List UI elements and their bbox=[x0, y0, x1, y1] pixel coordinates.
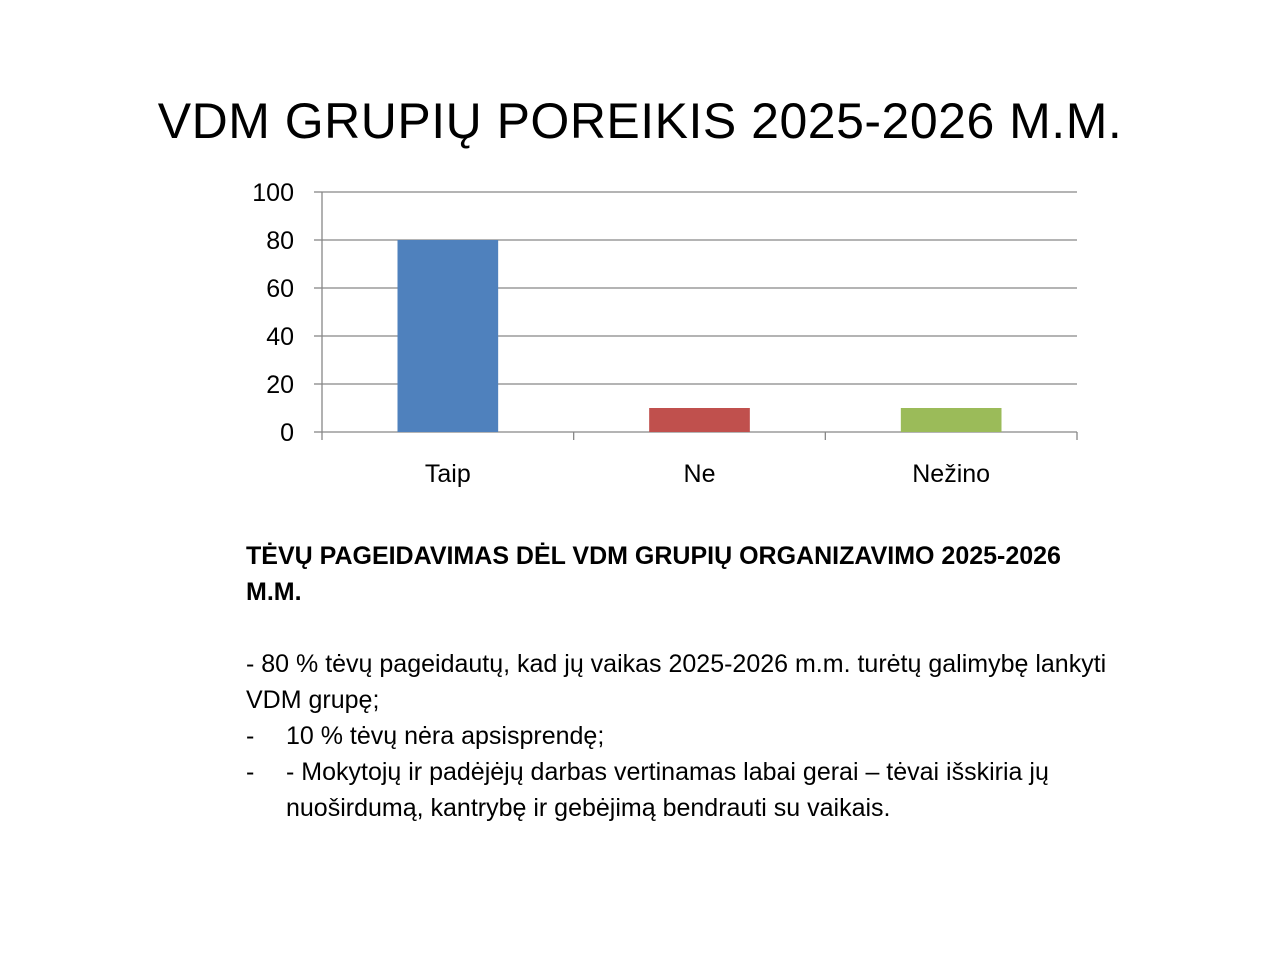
summary-paragraph: - 80 % tėvų pageidautų, kad jų vaikas 20… bbox=[246, 650, 1107, 714]
slide-title: VDM GRUPIŲ POREIKIS 2025-2026 M.M. bbox=[157, 93, 1123, 149]
bar-nežino bbox=[900, 408, 1002, 432]
list-item: - - Mokytojų ir padėjėjų darbas vertinam… bbox=[246, 754, 1126, 826]
y-tick-label: 40 bbox=[266, 323, 294, 351]
category-label: Taip bbox=[425, 460, 471, 488]
category-label: Ne bbox=[684, 460, 716, 488]
bars bbox=[397, 240, 1002, 432]
bullet-text: - Mokytojų ir padėjėjų darbas vertinamas… bbox=[286, 758, 1049, 822]
y-tick-label: 60 bbox=[266, 275, 294, 303]
bar-taip bbox=[397, 240, 499, 432]
category-labels: Taip Ne Nežino bbox=[425, 460, 990, 488]
category-label: Nežino bbox=[912, 460, 990, 488]
y-tick-label: 80 bbox=[266, 227, 294, 255]
bullet-text: 10 % tėvų nėra apsisprendę; bbox=[286, 722, 605, 750]
text-block: TĖVŲ PAGEIDAVIMAS DĖL VDM GRUPIŲ ORGANIZ… bbox=[246, 538, 1126, 826]
bullet-dash: - bbox=[246, 758, 255, 786]
section-heading: TĖVŲ PAGEIDAVIMAS DĖL VDM GRUPIŲ ORGANIZ… bbox=[246, 542, 1061, 606]
y-axis: 0 20 40 60 80 100 bbox=[252, 179, 323, 447]
y-tick-label: 20 bbox=[266, 371, 294, 399]
y-tick-label: 100 bbox=[252, 179, 294, 207]
y-tick-label: 0 bbox=[280, 419, 294, 447]
list-item: - 10 % tėvų nėra apsisprendę; bbox=[246, 718, 1126, 754]
x-axis bbox=[321, 431, 1078, 440]
bar-ne bbox=[649, 408, 750, 432]
bullet-dash: - bbox=[246, 722, 255, 750]
bar-chart: 0 20 40 60 80 100 Taip Ne Nežino bbox=[252, 179, 1078, 488]
